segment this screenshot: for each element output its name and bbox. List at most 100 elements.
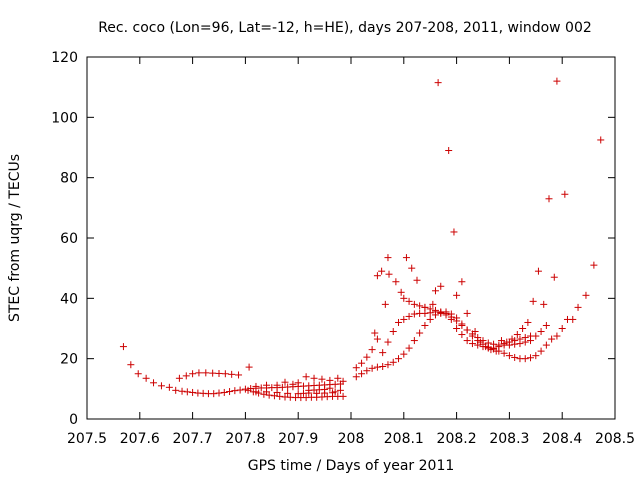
data-point	[384, 254, 392, 262]
data-point	[231, 387, 239, 395]
data-point	[463, 326, 471, 334]
data-point	[273, 381, 281, 389]
data-point	[521, 334, 529, 342]
chart-title: Rec. coco (Lon=96, Lat=-12, h=HE), days …	[98, 20, 592, 36]
data-point	[395, 355, 403, 363]
data-point	[273, 388, 281, 396]
data-point	[302, 373, 310, 381]
data-point	[189, 388, 197, 396]
data-point	[532, 352, 540, 360]
data-point	[479, 343, 487, 351]
data-point	[582, 291, 590, 299]
x-tick-label: 208.5	[595, 431, 635, 447]
data-point	[537, 328, 545, 336]
data-point	[574, 303, 582, 311]
data-point	[408, 264, 416, 272]
data-point	[318, 375, 326, 383]
data-point	[358, 370, 366, 378]
data-point	[410, 310, 418, 318]
data-point	[561, 190, 569, 198]
data-point	[397, 288, 405, 296]
data-point	[379, 363, 387, 371]
data-point	[378, 267, 386, 275]
x-tick-label: 208.2	[437, 431, 477, 447]
data-point	[453, 291, 461, 299]
data-point	[550, 273, 558, 281]
y-axis: 0 20 40 60 80 100 120	[51, 50, 615, 428]
data-point	[431, 287, 439, 295]
data-point	[458, 278, 466, 286]
data-point	[537, 347, 545, 355]
data-point	[524, 318, 532, 326]
data-point	[458, 331, 466, 339]
data-point	[400, 294, 408, 302]
data-point	[400, 315, 408, 323]
data-point	[310, 374, 318, 382]
data-point	[468, 340, 476, 348]
data-point	[263, 388, 271, 396]
data-point	[540, 300, 548, 308]
data-point	[352, 373, 360, 381]
data-point	[421, 321, 429, 329]
data-point	[385, 270, 393, 278]
data-point	[202, 369, 210, 377]
y-tick-label: 0	[69, 412, 78, 428]
data-point	[553, 332, 561, 340]
data-point	[289, 380, 297, 388]
data-point	[363, 353, 371, 361]
data-point	[513, 331, 521, 339]
data-point	[245, 363, 253, 371]
data-point	[209, 369, 217, 377]
data-point	[548, 335, 556, 343]
data-point	[529, 297, 537, 305]
data-point	[352, 364, 360, 372]
data-point	[244, 386, 252, 394]
data-point	[402, 254, 410, 262]
data-point	[453, 325, 461, 332]
data-point	[500, 340, 508, 348]
y-axis-title: STEC from uqrg / TECUs	[7, 154, 23, 322]
data-point	[405, 297, 413, 305]
data-point	[426, 315, 434, 323]
data-point	[172, 386, 180, 394]
data-point	[329, 389, 337, 397]
data-point	[263, 381, 271, 389]
data-point	[157, 382, 165, 390]
data-point	[119, 343, 127, 351]
data-point	[500, 349, 508, 357]
data-point	[505, 338, 513, 346]
data-point	[527, 332, 535, 340]
data-point	[558, 325, 566, 332]
data-point	[542, 321, 550, 329]
data-point	[281, 378, 289, 386]
data-point	[235, 371, 243, 379]
data-point	[400, 350, 408, 358]
data-point	[590, 261, 598, 269]
data-point	[313, 389, 321, 397]
x-tick-label: 207.8	[225, 431, 265, 447]
data-point	[505, 352, 513, 360]
data-point	[474, 341, 482, 349]
data-point	[490, 344, 498, 352]
data-point	[474, 334, 482, 342]
data-point	[226, 388, 234, 396]
data-point	[373, 363, 381, 371]
data-point	[252, 388, 260, 396]
data-point	[363, 367, 371, 375]
x-tick-label: 208.4	[542, 431, 582, 447]
data-point	[421, 309, 429, 317]
data-point	[215, 389, 223, 397]
y-tick-label: 80	[60, 171, 78, 187]
data-point	[511, 337, 519, 345]
data-point	[434, 79, 442, 87]
data-point	[215, 369, 223, 377]
data-point	[395, 318, 403, 326]
x-tick-label: 207.5	[67, 431, 107, 447]
plot-frame	[86, 56, 616, 420]
data-point	[373, 335, 381, 343]
data-point	[431, 306, 439, 314]
x-axis-title: GPS time / Days of year 2011	[248, 458, 455, 474]
data-point	[326, 376, 334, 384]
data-point	[416, 302, 424, 310]
data-point	[371, 329, 379, 337]
